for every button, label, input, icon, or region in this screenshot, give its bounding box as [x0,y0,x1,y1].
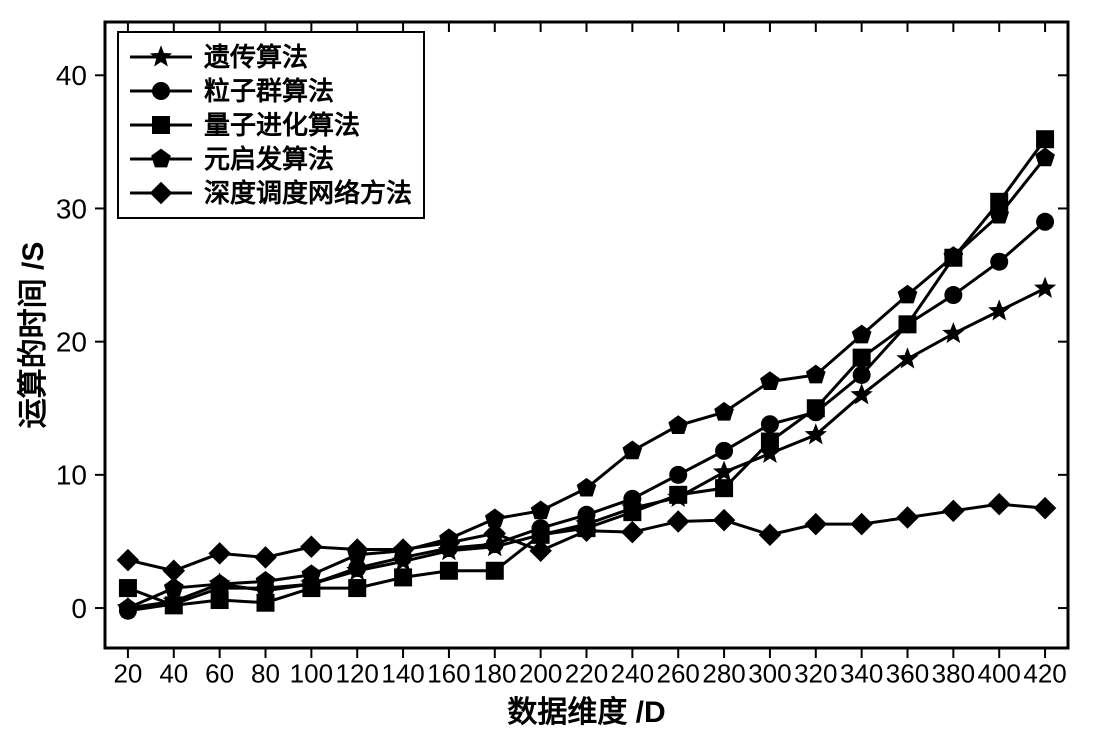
x-tick-label: 140 [381,659,424,689]
x-tick-label: 320 [794,659,837,689]
x-tick-label: 300 [748,659,791,689]
y-tick-label: 0 [71,593,87,624]
x-tick-label: 420 [1023,659,1066,689]
x-tick-label: 240 [611,659,654,689]
y-tick-label: 20 [56,326,87,357]
x-axis-title: 数据维度 /D [507,696,665,729]
y-tick-label: 10 [56,460,87,491]
x-tick-label: 80 [251,659,280,689]
y-tick-label: 30 [56,193,87,224]
x-tick-label: 120 [336,659,379,689]
x-tick-label: 340 [840,659,883,689]
chart-container: 2040608010012014016018020022024026028030… [0,0,1100,747]
legend-label-4: 深度调度网络方法 [204,178,412,208]
x-tick-label: 60 [205,659,234,689]
y-axis-title: 运算的时间 /S [16,242,50,429]
legend-label-1: 粒子群算法 [204,76,334,106]
legend-label-2: 量子进化算法 [204,110,360,140]
legend: 遗传算法粒子群算法量子进化算法元启发算法深度调度网络方法 [118,32,424,218]
x-tick-label: 380 [932,659,975,689]
x-tick-label: 400 [978,659,1021,689]
x-tick-label: 100 [290,659,333,689]
x-tick-label: 220 [565,659,608,689]
x-tick-label: 280 [702,659,745,689]
x-tick-label: 180 [473,659,516,689]
legend-label-0: 遗传算法 [204,42,308,72]
x-tick-label: 40 [159,659,188,689]
line-chart: 2040608010012014016018020022024026028030… [0,0,1100,747]
x-tick-label: 20 [113,659,142,689]
x-tick-label: 260 [657,659,700,689]
x-tick-label: 160 [427,659,470,689]
x-tick-label: 360 [886,659,929,689]
legend-label-3: 元启发算法 [204,144,334,174]
x-tick-label: 200 [519,659,562,689]
y-tick-label: 40 [56,60,87,91]
